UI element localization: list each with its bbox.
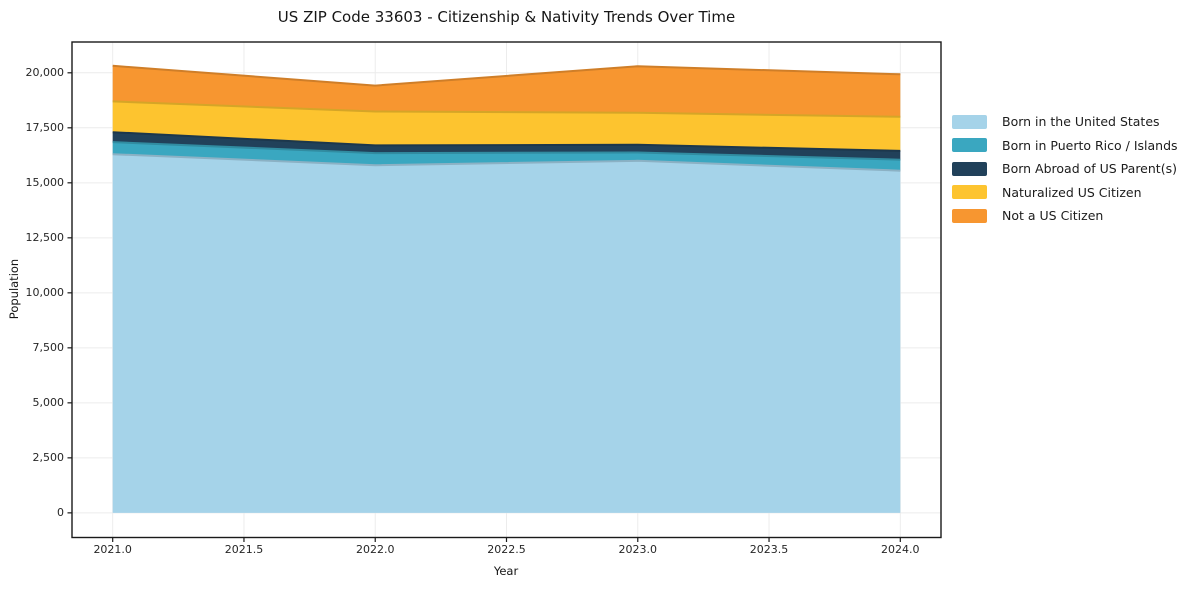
chart-title: US ZIP Code 33603 - Citizenship & Nativi… (277, 8, 736, 26)
legend-item-born-in-us: Born in the United States (952, 110, 1178, 134)
area-edge-born-pr-islands (112, 141, 901, 161)
area-born-pr-islands (112, 142, 901, 171)
x-tick-label: 2021.5 (224, 543, 264, 556)
legend-label: Born in Puerto Rico / Islands (1002, 137, 1178, 153)
legend-item-born-pr-islands: Born in Puerto Rico / Islands (952, 134, 1178, 158)
y-tick-label: 2,500 (32, 451, 65, 465)
x-axis-label: Year (493, 564, 519, 578)
x-tick-label: 2023.5 (749, 543, 789, 556)
y-tick-label: 10,000 (25, 286, 65, 300)
x-tick-label: 2021.0 (93, 543, 132, 556)
y-tick-label: 0 (57, 506, 64, 520)
legend-item-not-citizen: Not a US Citizen (952, 204, 1178, 228)
area-not-citizen (112, 65, 901, 117)
x-tick-label: 2022.0 (355, 543, 395, 556)
area-born-in-us (112, 154, 901, 513)
y-tick-label: 7,500 (32, 341, 65, 355)
y-tick-label: 17,500 (25, 121, 65, 135)
legend-swatch-born-abroad (952, 161, 987, 176)
legend-swatch-not-citizen (952, 208, 987, 223)
legend-label: Born in the United States (1002, 114, 1160, 130)
legend-label: Born Abroad of US Parent(s) (1002, 161, 1177, 177)
area-naturalized (112, 101, 901, 151)
x-tick-label: 2022.5 (487, 543, 526, 556)
y-tick-label: 12,500 (25, 231, 65, 245)
legend-label: Naturalized US Citizen (1002, 184, 1142, 200)
y-tick-label: 5,000 (32, 396, 65, 410)
area-edge-not-citizen (112, 64, 901, 87)
legend: Born in the United States Born in Puerto … (952, 110, 1178, 228)
y-tick-label: 20,000 (25, 66, 65, 80)
x-tick-label: 2023.0 (618, 543, 658, 556)
legend-item-born-abroad: Born Abroad of US Parent(s) (952, 157, 1178, 181)
area-edge-naturalized (112, 100, 901, 118)
legend-swatch-born-pr-islands (952, 138, 987, 153)
legend-item-naturalized: Naturalized US Citizen (952, 181, 1178, 205)
area-edge-born-in-us (112, 153, 901, 172)
y-tick-label: 15,000 (25, 176, 65, 190)
legend-label: Not a US Citizen (1002, 208, 1104, 224)
x-tick-label: 2024.0 (881, 543, 920, 556)
legend-swatch-born-in-us (952, 114, 987, 129)
area-edge-born-abroad (112, 131, 901, 152)
legend-swatch-naturalized (952, 185, 987, 200)
